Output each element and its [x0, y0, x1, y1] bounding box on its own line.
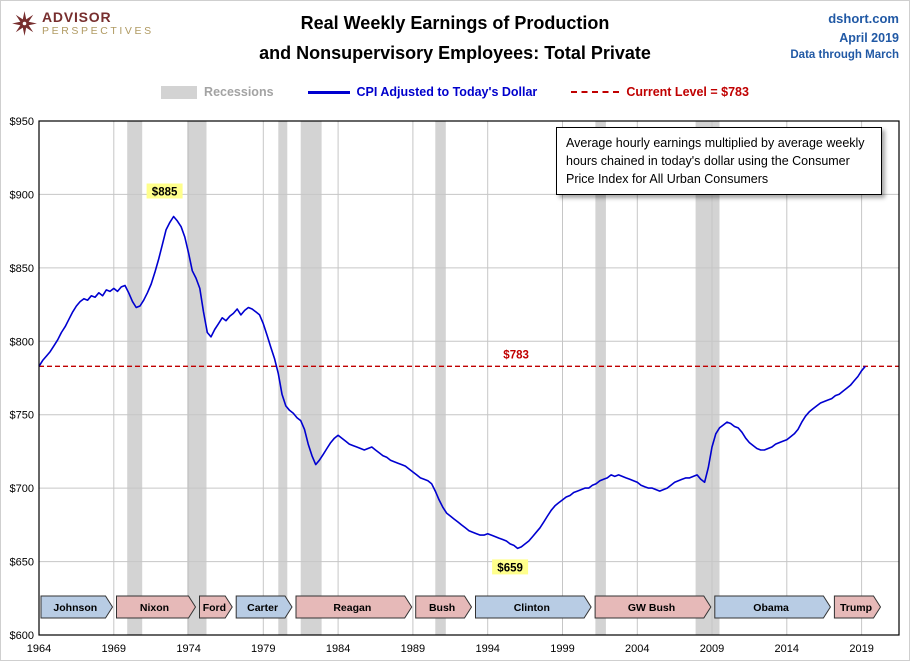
page-title: Real Weekly Earnings of Production and N…: [151, 9, 759, 68]
recession-band: [435, 121, 446, 635]
x-tick-label: 1989: [401, 643, 425, 655]
x-tick-label: 2004: [625, 643, 649, 655]
recession-band: [300, 121, 322, 635]
president-ribbon: [714, 595, 831, 619]
y-tick-label: $950: [10, 116, 34, 128]
recessions-label: Recessions: [204, 85, 274, 99]
y-tick-label: $850: [10, 263, 34, 275]
legend-item-series: CPI Adjusted to Today's Dollar: [307, 85, 538, 99]
legend-item-current-level: Current Level = $783: [571, 85, 749, 99]
president-label: Ford: [203, 602, 226, 614]
president-ribbon: [475, 595, 592, 619]
president-label: Reagan: [333, 602, 371, 614]
recession-band: [278, 121, 288, 635]
title-line-1: Real Weekly Earnings of Production: [300, 13, 610, 33]
annotation-highlight: [492, 559, 529, 575]
x-tick-label: 2019: [849, 643, 873, 655]
logo-text: ADVISOR PERSPECTIVES: [42, 10, 154, 37]
president-ribbon: [116, 595, 197, 619]
president-label: Carter: [247, 602, 278, 614]
x-tick-label: 1984: [326, 643, 350, 655]
y-tick-label: $900: [10, 189, 34, 201]
president-ribbon: [295, 595, 413, 619]
x-tick-label: 1979: [251, 643, 275, 655]
president-ribbon: [235, 595, 293, 619]
advisor-perspectives-logo: ADVISOR PERSPECTIVES: [11, 10, 154, 37]
source-site: dshort.com: [828, 11, 899, 26]
y-tick-label: $750: [10, 410, 34, 422]
y-tick-label: $800: [10, 336, 34, 348]
compass-rose-icon: [12, 11, 37, 36]
series-line-swatch: [307, 90, 350, 94]
x-tick-label: 1999: [550, 643, 574, 655]
president-ribbon: [833, 595, 882, 619]
chart-area: $600 $650 $700 $750 $800 $850 $900 $950 1964 1969…: [1, 109, 909, 660]
source-note: Data through March: [790, 49, 899, 62]
series-label: CPI Adjusted to Today's Dollar: [356, 85, 538, 99]
president-label: Bush: [429, 602, 455, 614]
chart-legend: Recessions CPI Adjusted to Today's Dolla…: [1, 85, 909, 99]
president-label: Clinton: [514, 602, 550, 614]
chart-annotation: $885: [152, 187, 178, 199]
president-label: GW Bush: [628, 602, 675, 614]
title-line-2: and Nonsupervisory Employees: Total Priv…: [259, 42, 651, 63]
recession-band: [187, 121, 207, 635]
recession-band: [127, 121, 143, 635]
recession-band: [595, 121, 606, 635]
president-ribbon: [40, 595, 114, 619]
earnings-chart: $600 $650 $700 $750 $800 $850 $900 $950 1964 1969…: [10, 116, 900, 655]
president-label: Trump: [840, 602, 872, 614]
source-date: April 2019: [839, 30, 899, 45]
president-label: Johnson: [53, 602, 97, 614]
plot-border: [38, 120, 900, 636]
x-tick-label: 2014: [775, 643, 799, 655]
chart-annotation: $783: [503, 350, 529, 362]
x-tick-label: 1994: [475, 643, 499, 655]
president-label: Nixon: [140, 602, 169, 614]
recession-swatch: [161, 85, 198, 99]
x-tick-label: 1969: [102, 643, 126, 655]
methodology-note-box: Average hourly earnings multiplied by av…: [556, 127, 882, 196]
legend-item-recessions: Recessions: [161, 85, 274, 99]
recession-band: [695, 121, 720, 635]
y-tick-label: $700: [10, 483, 34, 495]
y-tick-label: $650: [10, 557, 34, 569]
earnings-line: [38, 215, 866, 550]
chart-annotation: $659: [497, 562, 523, 574]
logo-advisor-text: ADVISOR: [42, 9, 112, 25]
source-info: dshort.com April 2019 Data through March: [790, 9, 899, 65]
x-tick-label: 2009: [700, 643, 724, 655]
president-ribbon: [594, 595, 712, 619]
logo-perspectives-text: PERSPECTIVES: [42, 24, 154, 37]
president-ribbon: [415, 595, 473, 619]
current-level-swatch: [571, 91, 620, 93]
president-ribbon: [199, 595, 233, 619]
x-tick-label: 1974: [176, 643, 200, 655]
y-tick-label: $600: [10, 630, 34, 642]
president-label: Obama: [753, 602, 789, 614]
x-tick-label: 1964: [27, 643, 51, 655]
annotation-highlight: [146, 183, 183, 199]
current-level-label: Current Level = $783: [626, 85, 749, 99]
